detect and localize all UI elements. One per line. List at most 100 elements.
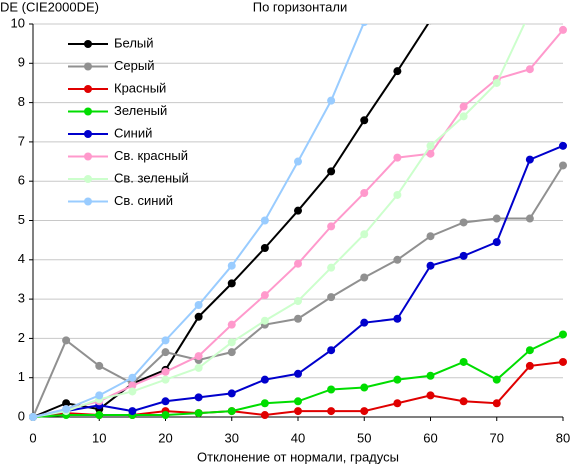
data-point <box>393 314 402 323</box>
data-point <box>194 352 203 361</box>
legend-label: Зеленый <box>114 103 167 118</box>
data-point <box>29 413 37 421</box>
data-point <box>294 314 302 323</box>
data-point <box>294 397 302 406</box>
data-point <box>294 407 302 416</box>
data-point <box>559 161 567 170</box>
x-axis-label: Отклонение от нормали, градусы <box>197 449 399 464</box>
data-point <box>360 116 369 125</box>
plot-area <box>29 8 567 421</box>
data-point <box>526 8 534 16</box>
x-tick-label: 60 <box>423 430 437 445</box>
data-point <box>426 371 435 380</box>
data-point <box>360 273 369 282</box>
legend-marker <box>84 85 92 93</box>
data-point <box>393 67 402 76</box>
legend-marker <box>84 130 92 138</box>
data-point <box>393 153 402 162</box>
legend-marker <box>84 40 92 48</box>
data-point <box>62 336 71 345</box>
data-point <box>128 381 137 390</box>
legend-marker <box>84 197 92 206</box>
data-point <box>194 363 203 372</box>
data-point <box>95 391 104 400</box>
data-point <box>227 389 236 398</box>
y-tick-label: 7 <box>18 133 25 148</box>
data-point <box>327 293 336 302</box>
legend-label: Св. синий <box>114 193 173 208</box>
data-point <box>559 330 567 339</box>
series-line <box>32 164 564 418</box>
data-point <box>459 397 468 406</box>
data-point <box>95 361 104 370</box>
x-tick-label: 80 <box>556 430 570 445</box>
data-point <box>260 216 269 225</box>
data-point <box>327 385 336 394</box>
data-point <box>327 407 336 416</box>
data-point <box>393 190 402 199</box>
legend-label: Св. красный <box>114 148 188 163</box>
data-point <box>95 411 104 420</box>
y-tick-label: 10 <box>11 15 25 30</box>
data-point <box>161 375 170 384</box>
data-point <box>525 214 534 223</box>
y-axis-label: DE (CIE2000DE) <box>0 0 99 14</box>
y-tick-label: 3 <box>18 291 25 306</box>
data-point <box>227 261 236 270</box>
data-point <box>525 361 534 370</box>
data-point <box>227 407 236 416</box>
data-point <box>459 218 468 227</box>
data-point <box>459 102 468 111</box>
legend-marker <box>84 175 92 183</box>
data-point <box>492 78 501 87</box>
data-point <box>360 230 369 239</box>
data-point <box>227 348 236 357</box>
y-tick-label: 2 <box>18 330 25 345</box>
data-point <box>492 399 501 408</box>
data-point <box>360 24 368 27</box>
data-point <box>128 407 137 416</box>
data-point <box>426 391 435 400</box>
data-point <box>194 393 203 402</box>
data-point <box>360 188 369 197</box>
data-point <box>327 167 336 176</box>
legend-label: Красный <box>114 80 166 95</box>
data-point <box>161 348 170 357</box>
y-tick-label: 6 <box>18 173 25 188</box>
x-tick-label: 30 <box>225 430 239 445</box>
data-point <box>360 383 369 392</box>
data-point <box>194 312 203 321</box>
data-point <box>559 357 567 366</box>
data-point <box>227 279 236 288</box>
y-tick-label: 0 <box>18 408 25 423</box>
data-point <box>327 346 336 355</box>
x-tick-label: 70 <box>490 430 504 445</box>
data-point <box>161 411 170 420</box>
data-point <box>260 291 269 300</box>
data-point <box>294 297 302 306</box>
data-point <box>62 405 71 414</box>
data-point <box>492 238 501 247</box>
legend-label: Св. зеленый <box>114 170 189 185</box>
x-tick-label: 40 <box>291 430 305 445</box>
data-point <box>525 65 534 74</box>
y-tick-label: 8 <box>18 94 25 109</box>
data-point <box>161 367 170 376</box>
data-point <box>194 409 203 418</box>
data-point <box>426 149 435 158</box>
data-point <box>559 141 567 150</box>
data-point <box>525 346 534 355</box>
data-point <box>525 155 534 164</box>
data-point <box>492 214 501 223</box>
data-point <box>360 407 369 416</box>
data-point <box>294 369 302 378</box>
data-point <box>260 399 269 408</box>
data-point <box>327 222 336 231</box>
data-point <box>429 24 432 25</box>
legend-marker <box>84 107 92 116</box>
data-point <box>426 232 435 241</box>
y-tick-label: 9 <box>18 55 25 70</box>
data-point <box>393 399 402 408</box>
data-point <box>426 141 435 150</box>
legend-label: Серый <box>114 58 154 73</box>
